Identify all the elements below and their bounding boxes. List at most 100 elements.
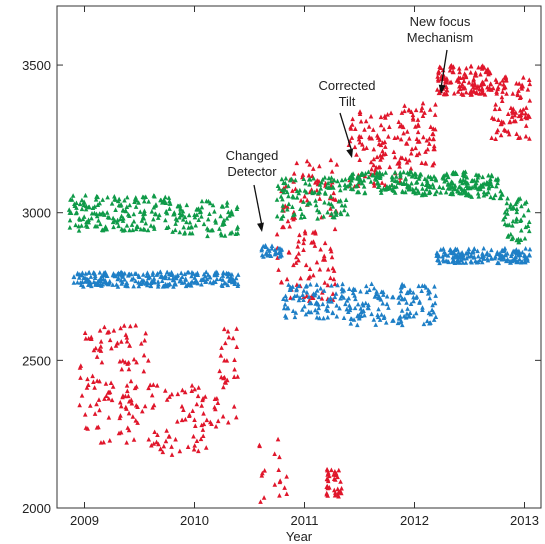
data-point [435,74,440,79]
data-point [375,179,380,185]
data-point [393,174,399,179]
data-point [410,172,415,178]
data-point [358,134,364,139]
data-point [195,207,200,212]
data-point [520,249,525,255]
data-point [133,322,139,328]
data-point [300,172,306,177]
data-point [76,275,82,280]
data-point [288,295,293,300]
data-point [484,251,489,257]
data-point [513,110,519,115]
data-point [298,197,304,203]
data-point [116,430,122,436]
data-point [356,136,362,142]
data-point [314,282,320,287]
data-point [137,209,143,214]
x-tick-label: 2013 [510,513,539,528]
data-point [134,359,139,365]
data-point [89,210,95,216]
data-point [505,195,510,201]
data-point [141,368,147,374]
annotation-text: Tilt [339,94,356,109]
data-point [70,193,76,198]
data-point [421,134,426,140]
data-point [397,316,402,321]
data-point [355,301,361,307]
data-point [186,212,192,218]
data-point [341,315,347,321]
data-point [79,206,85,212]
data-point [192,214,198,220]
data-point [334,303,339,308]
data-point [138,281,144,286]
data-point [221,375,226,381]
data-point [511,118,517,124]
data-point [274,231,280,237]
data-point [359,180,365,186]
data-point [366,169,371,175]
data-point [508,201,514,207]
data-point [79,393,85,398]
data-point [413,124,418,129]
data-point [282,301,288,307]
data-point [450,189,455,194]
data-point [133,271,139,277]
data-point [261,254,266,259]
data-point [275,436,281,442]
data-point [292,314,298,320]
data-point [420,113,426,118]
data-point [107,438,113,443]
data-point [349,122,355,127]
annotation-arrow-line [339,112,353,153]
data-point [130,227,136,233]
data-point [481,245,487,251]
data-point [166,434,172,439]
data-point [193,423,198,428]
data-point [124,406,129,411]
data-point [344,306,350,312]
data-point [481,255,486,261]
data-point [220,273,226,278]
data-point [149,392,155,398]
data-point [444,84,449,90]
data-point [433,293,438,298]
data-point [322,174,328,180]
data-point [189,279,195,284]
data-point [182,271,188,277]
data-point [199,204,205,210]
data-point [434,253,439,258]
data-point [86,335,92,341]
data-point [403,176,409,181]
data-point [516,88,521,93]
data-point [466,249,472,255]
data-point [365,305,371,310]
data-point [273,249,279,255]
data-point [400,181,406,186]
data-point [326,175,332,181]
data-point [219,203,225,209]
x-tick-label: 2012 [400,513,429,528]
data-point [317,209,322,215]
data-point [351,286,356,292]
data-point [219,282,225,287]
data-point [413,295,419,300]
data-point [71,280,77,285]
data-point [496,117,501,122]
data-point [390,294,396,300]
data-point [431,160,437,166]
data-point [331,185,336,190]
data-point [517,196,523,201]
data-point [376,182,382,188]
data-point [515,198,520,203]
data-point [431,146,437,152]
data-point [378,157,383,162]
data-point [321,214,326,219]
data-point [293,310,299,315]
data-point [503,128,508,133]
data-point [525,258,530,263]
data-point [194,279,200,284]
data-point [205,233,210,239]
data-point [468,70,474,75]
data-point [282,187,288,192]
